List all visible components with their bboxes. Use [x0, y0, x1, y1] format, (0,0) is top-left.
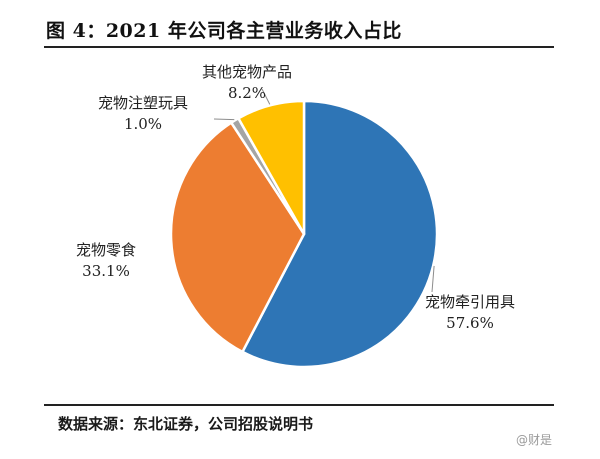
- label-toys-value: 1.0%: [123, 115, 163, 133]
- label-snacks-value: 33.1%: [82, 262, 130, 280]
- label-traction-name: 宠物牵引用具: [425, 293, 516, 311]
- chart-title: 图 4：2021 年公司各主营业务收入占比: [46, 20, 402, 42]
- label-snacks-name: 宠物零食: [76, 241, 137, 259]
- label-traction: 宠物牵引用具 57.6%: [425, 292, 515, 334]
- leader-line-other: [261, 88, 271, 105]
- label-toys-name: 宠物注塑玩具: [98, 94, 189, 112]
- bottom-rule: [44, 404, 554, 406]
- watermark: @财是: [516, 433, 553, 447]
- label-other: 其他宠物产品 8.2%: [202, 62, 292, 104]
- slice-other: [237, 99, 306, 236]
- slice-traction: [241, 99, 439, 369]
- leader-line-toys: [213, 118, 235, 121]
- label-other-name: 其他宠物产品: [202, 63, 293, 81]
- label-traction-value: 57.6%: [446, 314, 494, 332]
- source-note: 数据来源：东北证券，公司招股说明书: [58, 415, 314, 433]
- label-snacks: 宠物零食 33.1%: [76, 240, 136, 282]
- slice-snacks: [169, 121, 306, 354]
- top-rule: [44, 46, 554, 48]
- leader-line-traction: [431, 265, 435, 293]
- label-other-value: 8.2%: [227, 84, 267, 102]
- label-toys: 宠物注塑玩具 1.0%: [98, 93, 188, 135]
